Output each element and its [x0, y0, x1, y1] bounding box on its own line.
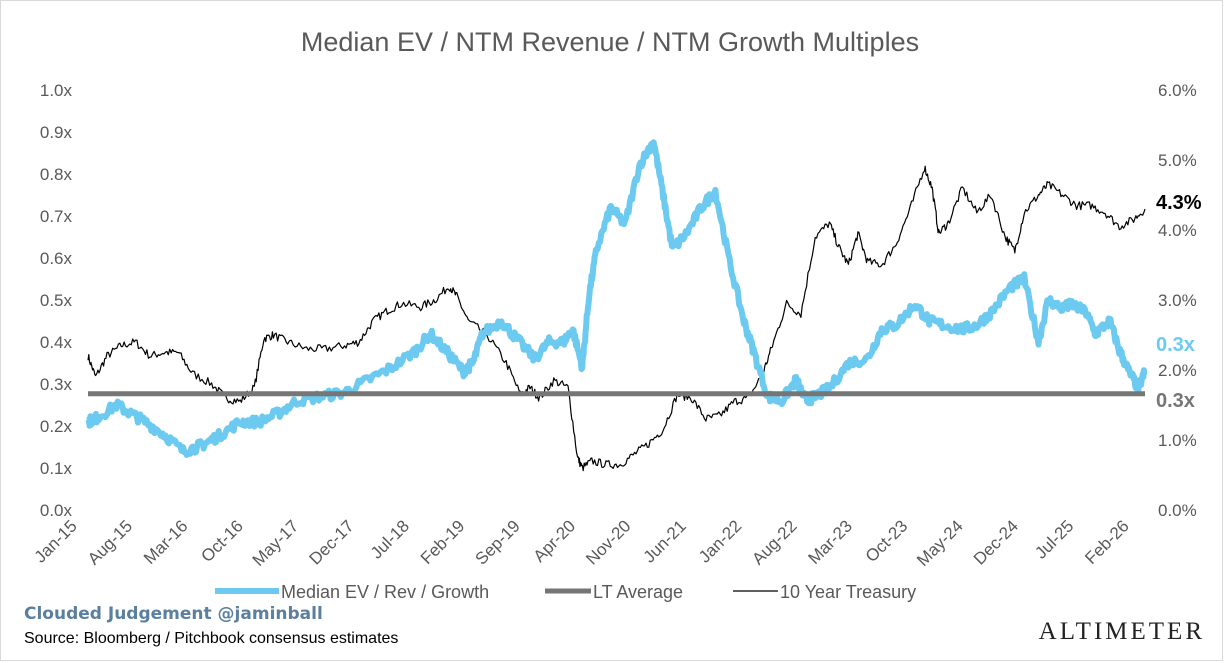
legend-label: Median EV / Rev / Growth: [281, 582, 489, 602]
legend: Median EV / Rev / Growth LT Average 10 Yea…: [215, 582, 916, 602]
left-tick-label: 0.8x: [40, 165, 73, 184]
x-tick-label: Sep-19: [472, 516, 524, 568]
x-tick-label: Nov-20: [582, 516, 634, 568]
x-tick-label: Dec-24: [970, 516, 1022, 568]
left-tick-label: 0.6x: [40, 249, 73, 268]
x-tick-label: Mar-16: [140, 516, 192, 568]
left-tick-label: 0.5x: [40, 291, 73, 310]
legend-label: 10 Year Treasury: [780, 582, 916, 602]
x-tick-label: Dec-17: [305, 516, 357, 568]
x-tick-label: Aug-22: [748, 516, 800, 568]
left-tick-label: 0.1x: [40, 459, 73, 478]
x-tick-label: Aug-15: [84, 516, 136, 568]
series-layer: [85, 139, 1148, 472]
right-tick-label: 0.0%: [1158, 501, 1197, 520]
x-tick-label: May-24: [913, 516, 967, 570]
x-tick-label: Oct-16: [197, 516, 247, 566]
left-tick-label: 0.3x: [40, 375, 73, 394]
end-label: 0.3x: [1156, 334, 1195, 356]
x-tick-label: Jan-15: [31, 516, 81, 566]
right-tick-label: 3.0%: [1158, 291, 1197, 310]
x-tick-label: Jan-22: [695, 516, 745, 566]
right-tick-label: 2.0%: [1158, 361, 1197, 380]
left-tick-label: 0.9x: [40, 123, 73, 142]
footer-source: Source: Bloomberg / Pitchbook consensus …: [24, 630, 399, 647]
legend-label: LT Average: [593, 582, 683, 602]
x-tick-label: Oct-23: [862, 516, 912, 566]
chart-title: Median EV / NTM Revenue / NTM Growth Mul…: [301, 27, 919, 57]
altimeter-logo: ALTIMETER: [1038, 618, 1205, 645]
left-axis-ticks: 0.0x 0.1x 0.2x 0.3x 0.4x 0.5x 0.6x 0.7x 0.8x 0.9x…: [40, 81, 73, 520]
x-axis-ticks: Jan-15 Aug-15 Mar-16 Oct-16 May-17 Dec-17 Jul-…: [31, 516, 1133, 570]
left-tick-label: 0.2x: [40, 417, 73, 436]
footer-brand: Clouded Judgement @jaminball: [24, 604, 323, 624]
left-tick-label: 0.0x: [40, 501, 73, 520]
x-tick-label: Jul-18: [367, 516, 413, 562]
right-tick-label: 6.0%: [1158, 81, 1197, 100]
x-tick-label: Feb-19: [417, 516, 469, 568]
x-tick-label: Apr-20: [530, 516, 580, 566]
x-tick-label: Jun-21: [640, 516, 690, 566]
right-tick-label: 1.0%: [1158, 431, 1197, 450]
end-label: 4.3%: [1156, 192, 1202, 214]
left-tick-label: 0.4x: [40, 333, 73, 352]
right-tick-label: 5.0%: [1158, 151, 1197, 170]
series-line-median-ev-rev-growth: [85, 139, 1148, 458]
x-tick-label: May-17: [249, 516, 303, 570]
x-tick-label: Feb-26: [1081, 516, 1133, 568]
right-axis-ticks: 0.0% 1.0% 2.0% 3.0% 4.0% 5.0% 6.0%: [1158, 81, 1197, 520]
right-tick-label: 4.0%: [1158, 221, 1197, 240]
series-line-10-year-treasury: [87, 165, 1146, 472]
end-labels: 4.3% 0.3x 0.3x: [1156, 192, 1202, 412]
left-tick-label: 1.0x: [40, 81, 73, 100]
x-tick-label: Jul-25: [1031, 516, 1077, 562]
end-label: 0.3x: [1156, 390, 1195, 412]
left-tick-label: 0.7x: [40, 207, 73, 226]
x-tick-label: Mar-23: [804, 516, 856, 568]
